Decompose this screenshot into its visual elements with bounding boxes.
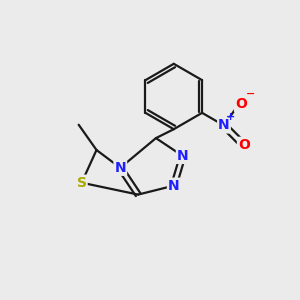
Text: N: N <box>168 179 180 193</box>
Text: N: N <box>218 118 230 133</box>
Text: −: − <box>246 89 255 99</box>
Text: O: O <box>238 138 250 152</box>
Text: +: + <box>226 112 235 122</box>
Text: N: N <box>177 149 188 163</box>
Text: O: O <box>235 97 247 111</box>
Text: N: N <box>115 161 126 175</box>
Text: S: S <box>76 176 87 190</box>
